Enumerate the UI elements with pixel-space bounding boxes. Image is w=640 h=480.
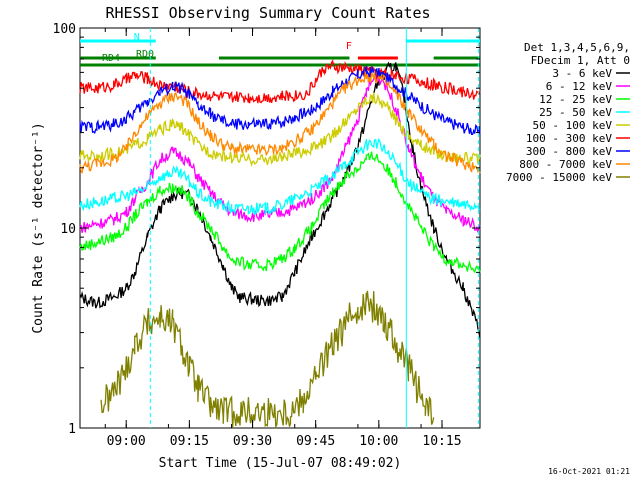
x-tick-label-0: 09:00 (107, 434, 146, 449)
state-bar-label-2: F (346, 41, 352, 52)
series-line-1 (79, 73, 481, 233)
x-tick-label-2: 09:30 (233, 434, 272, 449)
legend-entry-1: 6 - 12 keV (546, 80, 613, 93)
timestamp: 16-Oct-2021 01:21 (548, 467, 630, 476)
series-line-2 (79, 151, 481, 274)
series-line-6 (79, 65, 481, 135)
legend-entry-6: 300 - 800 keV (526, 145, 612, 158)
legend-header-0: Det 1,3,4,5,6,9, (524, 41, 630, 54)
legend-entry-5: 100 - 300 keV (526, 132, 612, 145)
legend-entry-7: 800 - 7000 keV (519, 158, 612, 171)
x-tick-label-1: 09:15 (170, 434, 209, 449)
y-tick-label-2: 100 (53, 22, 76, 37)
series-line-4 (79, 92, 481, 168)
series-line-8 (100, 290, 435, 429)
series-lines (79, 58, 481, 429)
legend: Det 1,3,4,5,6,9,FDecim 1, Att 03 - 6 keV… (506, 41, 630, 184)
axes: 09:00 09:15 09:30 09:45 10:00 10:15 1 10 100 (53, 22, 480, 449)
series-line-3 (79, 137, 481, 216)
state-bar-label-3: RD0 (136, 49, 154, 60)
legend-header-1: FDecim 1, Att 0 (531, 54, 630, 67)
chart-title: RHESSI Observing Summary Count Rates (105, 4, 430, 22)
legend-entry-0: 3 - 6 keV (552, 67, 612, 80)
state-bar-label-6: RD4 (102, 53, 120, 64)
state-bars: N F RD0 RD4 (80, 32, 480, 67)
x-tick-label-3: 09:45 (296, 434, 335, 449)
y-axis-label: Count Rate (s⁻¹ detector⁻¹) (31, 122, 46, 333)
x-tick-label-5: 10:15 (422, 434, 461, 449)
series-line-5 (79, 58, 481, 104)
x-axis-label: Start Time (15-Jul-07 08:49:02) (159, 456, 402, 471)
legend-entry-2: 12 - 25 keV (539, 93, 612, 106)
plot-border (79, 27, 481, 429)
y-tick-label-0: 1 (68, 422, 76, 437)
series-line-0 (79, 61, 481, 339)
series-line-7 (79, 70, 481, 174)
state-bar-label-0: N (134, 32, 140, 43)
legend-entry-8: 7000 - 15000 keV (506, 171, 612, 184)
legend-entry-3: 25 - 50 keV (539, 106, 612, 119)
x-tick-label-4: 10:00 (359, 434, 398, 449)
y-tick-label-1: 10 (60, 222, 76, 237)
plot-area (79, 27, 481, 429)
legend-entry-4: 50 - 100 keV (533, 119, 613, 132)
